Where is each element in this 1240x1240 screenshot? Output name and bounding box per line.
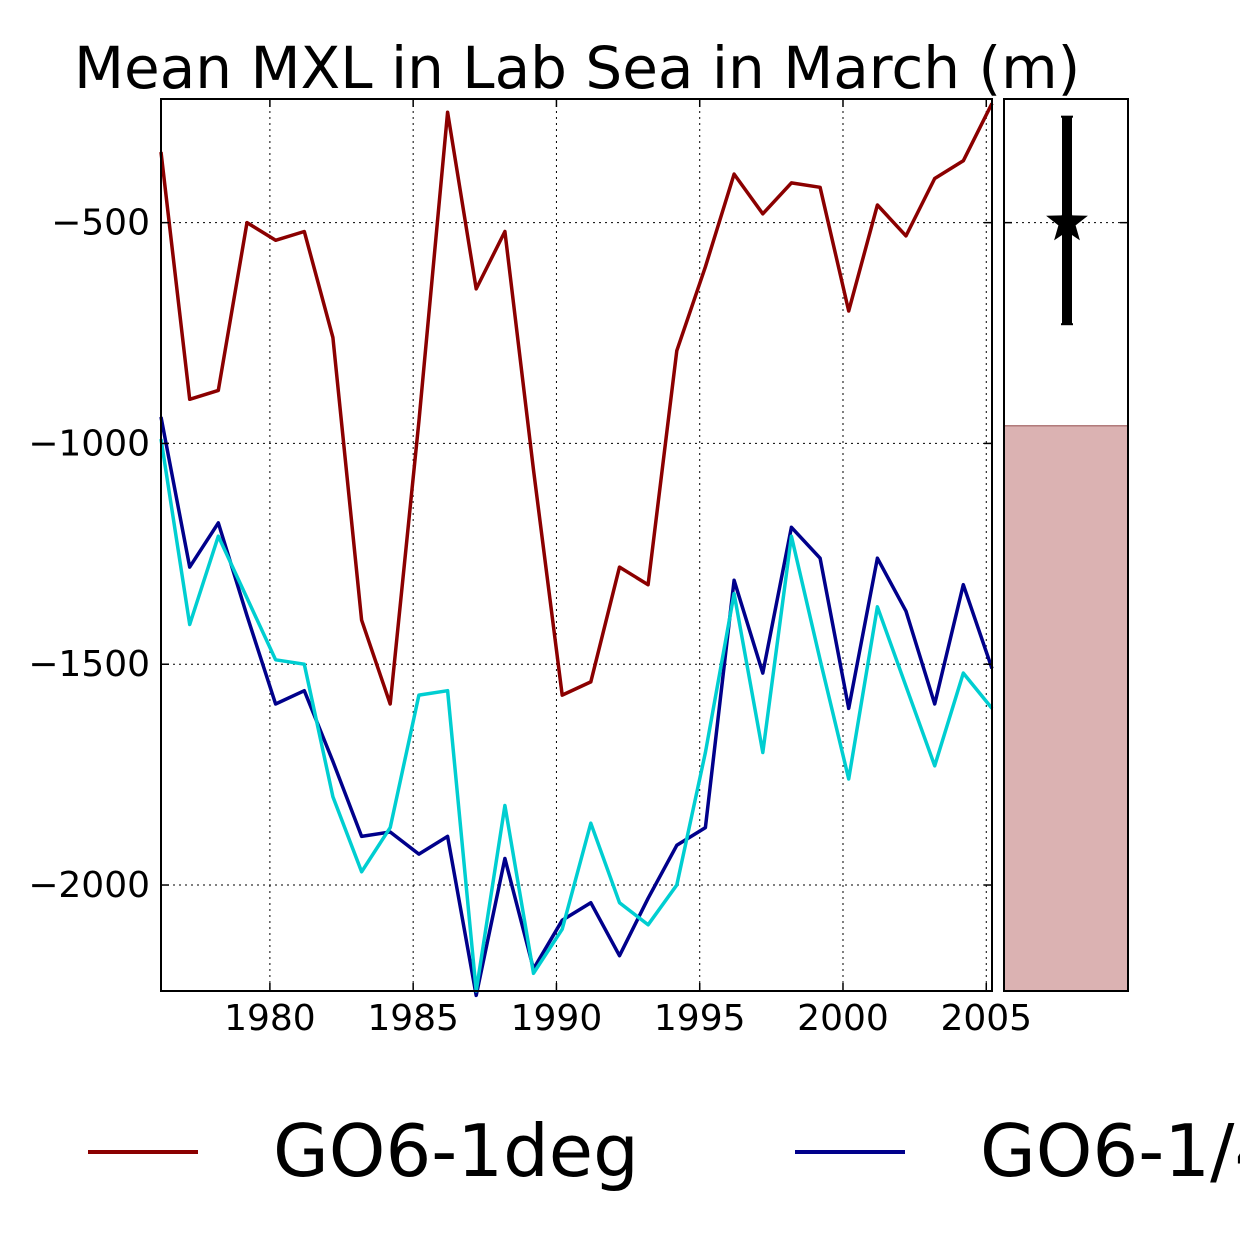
observation-mean-star-icon [1046, 200, 1088, 241]
legend: GO6-1deg GO6-1/4 [88, 1109, 1240, 1193]
series-line-1 [159, 102, 994, 706]
x-tick-label: 1990 [511, 998, 603, 1039]
legend-label: GO6-1deg [273, 1109, 639, 1193]
series-line-2 [159, 416, 994, 998]
plot-frame [160, 98, 993, 992]
y-axis-ticks: −500 −1000 −1500 −2000 [28, 203, 992, 906]
x-tick-label: 1995 [654, 998, 746, 1039]
observation-shaded-range [1003, 425, 1129, 992]
legend-label: GO6-1/4 [980, 1109, 1240, 1193]
x-tick-label: 1985 [367, 998, 459, 1039]
observation-panel [1003, 98, 1129, 992]
x-tick-label: 2005 [940, 998, 1032, 1039]
y-tick-label: −2000 [28, 865, 150, 906]
x-tick-label: 2000 [797, 998, 889, 1039]
x-axis-ticks: 1980 1985 1990 1995 2000 2005 [224, 99, 1032, 1039]
y-tick-label: −500 [51, 203, 150, 244]
series-line-3 [159, 438, 994, 993]
series-lines [159, 102, 994, 998]
y-tick-label: −1000 [28, 423, 150, 464]
chart-title: Mean MXL in Lab Sea in March (m) [74, 34, 1080, 102]
main-plot: 1980 1985 1990 1995 2000 2005 −500−1000−1500−… [28, 98, 1032, 1039]
x-tick-label: 1980 [224, 998, 316, 1039]
y-tick-label: −1500 [28, 644, 150, 685]
grid-lines [161, 99, 992, 991]
observation-panel-frame [1003, 98, 1129, 992]
